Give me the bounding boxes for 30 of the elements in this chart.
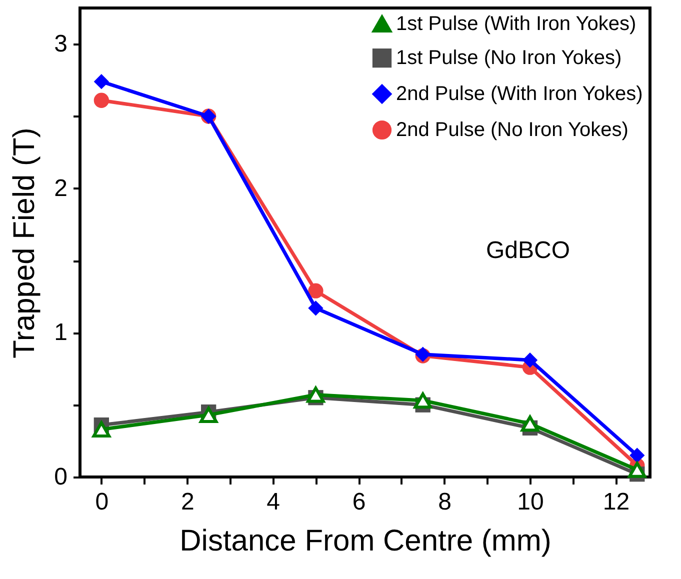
point xyxy=(414,392,432,409)
point xyxy=(308,300,324,316)
x-tick-label: 12 xyxy=(602,488,630,516)
legend-label: 2nd Pulse (With Iron Yokes) xyxy=(396,83,643,105)
point xyxy=(92,421,111,438)
y-tick-label: 0 xyxy=(54,464,68,490)
x-tick-label: 10 xyxy=(517,488,544,516)
x-axis-title: Distance From Centre (mm) xyxy=(180,524,552,558)
legend-label: 2nd Pulse (No Iron Yokes) xyxy=(396,119,628,141)
x-tick-label: 8 xyxy=(438,488,452,516)
x-tick-label: 2 xyxy=(180,488,194,516)
x-tick-label: 0 xyxy=(95,488,109,516)
point xyxy=(520,416,540,432)
y-axis-title: Trapped Field (T) xyxy=(8,128,42,358)
point xyxy=(308,283,324,298)
legend-label: 1st Pulse (No Iron Yokes) xyxy=(396,47,622,69)
point xyxy=(630,448,645,463)
x-tick-label: 4 xyxy=(266,488,280,516)
point xyxy=(306,386,325,403)
point xyxy=(628,462,646,478)
y-tick-label: 1 xyxy=(54,319,68,346)
point xyxy=(94,92,110,108)
y-tick-label: 2 xyxy=(54,174,68,202)
x-tick-label: 6 xyxy=(352,488,366,516)
point xyxy=(522,352,538,368)
point xyxy=(94,74,110,90)
annotation: GdBCO xyxy=(486,237,570,264)
y-tick-label: 3 xyxy=(54,30,68,58)
point xyxy=(199,406,218,424)
legend-label: 1st Pulse (With Iron Yokes) xyxy=(396,13,636,35)
